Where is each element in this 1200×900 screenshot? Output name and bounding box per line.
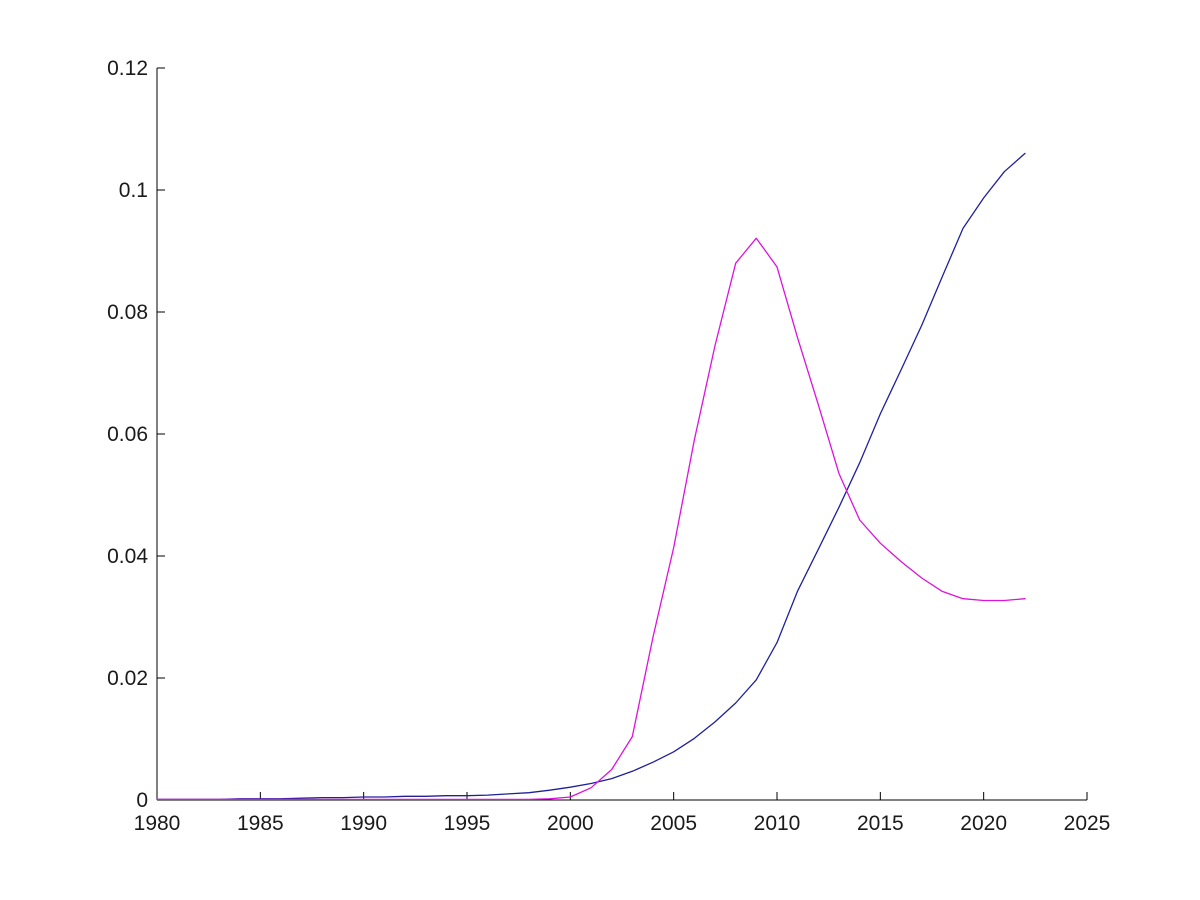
x-tick-label: 1990 xyxy=(340,812,387,835)
x-tick-label: 1995 xyxy=(444,812,491,835)
x-tick-label: 2020 xyxy=(960,812,1007,835)
rising-blue-curve-line xyxy=(156,152,1026,801)
y-tick-label: 0.1 xyxy=(119,179,148,202)
x-tick-label: 1980 xyxy=(134,812,181,835)
y-tick-label: 0.12 xyxy=(107,57,148,80)
x-tick-label: 2005 xyxy=(650,812,697,835)
y-tick-label: 0.06 xyxy=(107,423,148,446)
x-tick-label: 1985 xyxy=(237,812,284,835)
y-tick-label: 0.02 xyxy=(107,667,148,690)
x-tick-label: 2025 xyxy=(1064,812,1111,835)
x-tick-label: 2010 xyxy=(754,812,801,835)
peaked-magenta-curve-line xyxy=(156,237,1026,801)
y-tick-label: 0.04 xyxy=(107,545,148,568)
x-tick-label: 2015 xyxy=(857,812,904,835)
y-tick-label: 0.08 xyxy=(107,301,148,324)
y-tick-label: 0 xyxy=(136,789,148,812)
x-tick-label: 2000 xyxy=(547,812,594,835)
